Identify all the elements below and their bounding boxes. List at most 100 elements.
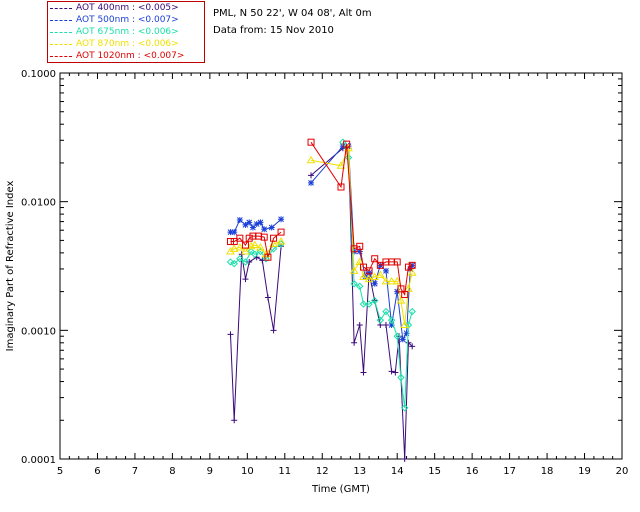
asterisk-marker [236,217,243,224]
series-layer [226,138,417,462]
legend-item-675nm: AOT 675nm : <0.006> [50,27,179,38]
legend-swatch [50,56,72,57]
series-line [230,231,282,258]
diamond-marker [344,153,353,162]
diamond-marker [226,258,235,266]
x-tick-label: 6 [94,466,100,477]
plus-marker [270,327,277,334]
diamond-marker [269,245,278,253]
triangle-marker [396,296,406,304]
x-tick-label: 7 [132,466,138,477]
y-tick-label: 0.0001 [21,455,56,466]
diamond-marker [277,240,285,248]
legend-label: AOT 675nm : <0.006> [76,27,179,37]
legend-label: AOT 400nm : <0.005> [76,3,179,13]
series-line [230,246,282,421]
plus-marker [242,276,249,283]
square-marker [404,263,412,271]
diamond-marker [387,316,396,324]
legend-swatch [50,44,72,45]
asterisk-marker [403,330,410,337]
plus-marker [360,369,367,376]
legend-label: AOT 1020nm : <0.007> [76,51,185,61]
triangle-marker [235,243,245,251]
asterisk-marker [249,224,256,231]
triangle-marker [250,240,260,249]
asterisk-marker [268,224,275,231]
triangle-marker [387,276,396,285]
plus-marker [246,258,253,265]
y-axis-title: Imaginary Part of Refractive Index [5,181,16,352]
square-marker [236,234,244,242]
y-tick-label: 0.0010 [21,326,56,337]
square-marker [264,253,272,261]
plus-marker [356,322,363,329]
asterisk-marker [371,280,378,287]
triangle-marker [381,276,391,285]
triangle-marker [241,246,250,255]
triangle-marker [400,320,410,329]
triangle-marker [359,272,368,280]
diamond-marker [230,259,238,268]
square-marker [343,140,351,148]
legend-item-400nm: AOT 400nm : <0.005> [50,3,179,14]
x-axis-title: Time (GMT) [311,484,370,495]
series-line [310,148,413,326]
square-marker [260,233,268,241]
triangle-marker [407,268,417,276]
asterisk-marker [382,267,389,274]
square-marker [356,242,364,250]
diamond-marker [350,280,358,288]
series-line [310,141,413,296]
triangle-marker [256,243,265,251]
square-marker [365,267,373,275]
plus-marker [388,368,395,375]
square-marker [307,138,315,146]
x-tick-label: 12 [316,466,329,477]
diamond-marker [371,296,379,305]
plus-marker [409,343,416,350]
asterisk-marker [242,221,249,228]
asterisk-marker [407,265,414,272]
legend-item-500nm: AOT 500nm : <0.007> [50,15,179,26]
triangle-marker [349,266,359,274]
triangle-marker [392,276,402,285]
diamond-marker [359,300,368,308]
legend-swatch [50,8,72,9]
plus-marker [264,294,271,301]
series-4 [226,138,416,298]
x-tick-label: 8 [169,466,175,477]
x-tick-label: 17 [503,466,516,477]
y-tick-label: 0.1000 [21,69,56,80]
x-tick-label: 5 [57,466,63,477]
diamond-marker [241,258,250,266]
plus-marker [401,456,408,462]
square-marker [393,258,401,266]
series-2 [226,138,416,412]
square-marker [371,255,379,263]
triangle-marker [375,270,385,278]
asterisk-marker [345,143,352,150]
triangle-marker [306,155,316,164]
asterisk-marker [261,226,268,233]
asterisk-marker [227,229,234,236]
plus-marker [405,339,412,346]
legend-label: AOT 500nm : <0.007> [76,15,179,25]
diamond-marker [251,250,259,258]
plus-marker [351,339,358,346]
y-tick-label: 0.0100 [21,198,56,209]
diamond-marker [397,373,405,382]
diamond-marker [393,332,401,340]
x-tick-label: 15 [428,466,441,477]
x-tick-label: 18 [541,466,554,477]
triangle-marker [276,237,286,245]
x-tick-label: 13 [353,466,366,477]
x-tick-label: 19 [578,466,591,477]
site-location: PML, N 50 22', W 04 08', Alt 0m [213,8,372,19]
diamond-marker [382,307,390,316]
asterisk-marker [399,336,406,343]
legend-swatch [50,32,72,33]
legend-label: AOT 870nm : <0.006> [76,39,179,49]
diamond-marker [400,404,409,412]
triangle-marker [370,272,380,280]
